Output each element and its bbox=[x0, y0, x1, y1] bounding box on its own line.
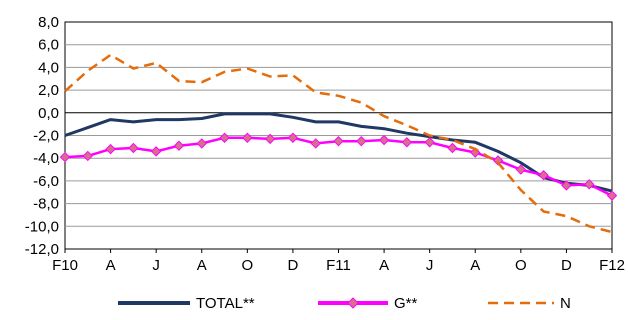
data-point bbox=[424, 137, 435, 148]
series-line-total bbox=[64, 112, 613, 193]
x-tick-label: F11 bbox=[326, 257, 351, 274]
y-tick-label: -4,0 bbox=[33, 150, 59, 167]
gridlines bbox=[65, 44, 612, 227]
y-tick-label: -8,0 bbox=[33, 196, 59, 213]
x-tick-label: A bbox=[197, 257, 207, 274]
y-tick-label: 2,0 bbox=[38, 82, 59, 99]
data-point bbox=[378, 134, 390, 146]
data-point bbox=[128, 142, 139, 154]
series-lines bbox=[59, 53, 618, 234]
x-tick-label: J bbox=[152, 257, 160, 274]
x-tick-label: A bbox=[470, 257, 480, 274]
legend-label: N bbox=[560, 295, 571, 312]
y-tick-label: 6,0 bbox=[38, 37, 59, 54]
data-point bbox=[356, 135, 367, 147]
x-tick-label: F12 bbox=[599, 257, 625, 274]
x-tick-label: F10 bbox=[52, 257, 78, 274]
data-point bbox=[538, 170, 549, 181]
y-tick-label: -10,0 bbox=[25, 218, 59, 235]
legend-label: TOTAL** bbox=[196, 295, 255, 312]
data-point bbox=[561, 180, 572, 191]
data-point bbox=[173, 140, 185, 151]
y-tick-label: 4,0 bbox=[38, 59, 59, 76]
y-tick-label: 8,0 bbox=[38, 14, 59, 31]
data-point bbox=[82, 150, 93, 162]
y-tick-label: -12,0 bbox=[25, 241, 59, 258]
y-tick-label: -2,0 bbox=[33, 128, 59, 145]
data-point bbox=[219, 132, 230, 143]
y-tick-label: 0,0 bbox=[38, 105, 59, 122]
x-tick-label: D bbox=[561, 257, 572, 274]
data-point bbox=[447, 142, 458, 154]
data-point bbox=[492, 155, 504, 166]
data-point bbox=[401, 137, 413, 148]
y-tick-label: -6,0 bbox=[33, 173, 59, 190]
x-tick-label: A bbox=[106, 257, 116, 274]
data-point bbox=[310, 138, 321, 149]
data-point bbox=[264, 133, 276, 145]
data-point bbox=[584, 179, 595, 190]
series-line-n bbox=[64, 53, 613, 234]
data-point bbox=[105, 143, 116, 155]
x-tick-label: O bbox=[515, 257, 527, 274]
legend-label: G** bbox=[394, 295, 418, 312]
x-tick-label: A bbox=[379, 257, 389, 274]
data-point bbox=[606, 190, 618, 201]
x-tick-label: J bbox=[426, 257, 434, 274]
x-tick-label: O bbox=[241, 257, 253, 274]
legend-marker bbox=[347, 297, 359, 309]
data-point bbox=[515, 164, 527, 175]
legend: TOTAL** G** N bbox=[118, 295, 571, 312]
data-point bbox=[59, 151, 71, 163]
data-point bbox=[333, 135, 344, 147]
axes: 8,0 6,0 4,0 2,0 0,0 -2,0 -4,0 -6,0 -8,0 -10,0 -12,… bbox=[25, 14, 625, 274]
data-point bbox=[196, 138, 207, 149]
data-point bbox=[242, 132, 253, 143]
x-tick-label: D bbox=[287, 257, 298, 274]
data-point bbox=[287, 132, 299, 143]
data-point bbox=[150, 146, 162, 157]
